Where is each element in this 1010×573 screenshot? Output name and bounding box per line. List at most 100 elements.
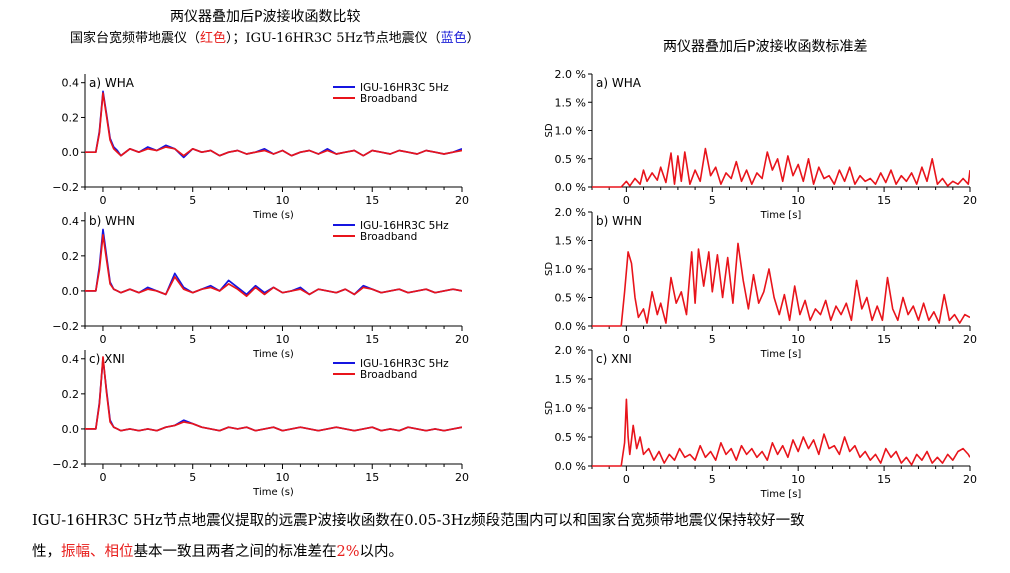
y-tick-label: 1.0 % [555,125,586,138]
y-tick-label: 0.0 % [555,181,586,194]
x-tick-label: 0 [99,471,106,484]
y-tick-label: 0.0 % [555,460,586,473]
left-subtitle-red-word: 红色 [200,31,227,46]
charts-canvas: −0.2 0.0 0.2 0.4 0 5 10 15 20 Time (s) a) WHA IGU-1… [52,68,977,500]
x-tick-label: 5 [709,473,716,486]
x-tick-label: 20 [455,194,469,207]
caption-line-2: 性，振幅、相位基本一致且两者之间的标准差在2%以内。 [32,540,403,561]
caption-highlight-percent: 2% [336,544,360,560]
x-tick-label: 5 [709,333,716,346]
y-axis-label: SD [544,401,555,415]
x-tick-label: 5 [189,194,196,207]
y-tick-label: −0.2 [52,181,79,194]
y-tick-label: −0.2 [52,458,79,471]
x-axis-label: Time (s) [252,487,294,498]
panel-label: a) WHA [89,76,135,90]
y-tick-label: 2.0 % [555,68,586,81]
legend-label: Broadband [360,231,417,243]
sd-series-line [592,147,970,188]
y-tick-label: 0.5 % [555,431,586,444]
x-tick-label: 10 [275,194,289,207]
legend-label: IGU-16HR3C 5Hz [360,220,449,232]
legend-label: Broadband [360,369,417,381]
left-title: 两仪器叠加后P波接收函数比较 [170,9,361,25]
x-tick-label: 10 [791,333,805,346]
x-tick-label: 0 [623,473,630,486]
broadband-series-line [85,92,462,157]
panel-label: c) XNI [89,352,125,366]
x-tick-label: 10 [275,471,289,484]
x-tick-label: 5 [189,471,196,484]
y-axis-label: SD [544,262,555,276]
right-title: 两仪器叠加后P波接收函数标准差 [663,39,868,55]
caption-line-2-middle: 基本一致且两者之间的标准差在 [133,544,337,560]
sd-series-line [592,398,970,467]
x-tick-label: 15 [365,471,379,484]
panel-label: a) WHA [596,76,642,90]
legend-label: Broadband [360,93,417,105]
x-axis-label: Time [s] [760,210,802,221]
x-tick-label: 20 [963,194,977,207]
caption-separator: 、 [90,544,105,560]
y-tick-label: 1.5 % [555,373,586,386]
y-tick-label: 2.0 % [555,344,586,357]
y-tick-label: 0.4 [62,353,80,366]
x-tick-label: 10 [275,333,289,346]
y-axis-label: SD [544,123,555,137]
x-tick-label: 15 [877,194,891,207]
x-tick-label: 5 [709,194,716,207]
y-tick-label: 0.5 % [555,153,586,166]
broadband-series-line [85,233,462,298]
y-tick-label: 0.0 [62,423,80,436]
y-tick-label: 0.0 [62,146,80,159]
y-tick-label: 1.0 % [555,402,586,415]
y-tick-label: 0.0 % [555,320,586,333]
x-axis-label: Time (s) [252,349,294,360]
broadband-series-line [85,356,462,432]
left-subtitle: 国家台宽频带地震仪（红色）；IGU-16HR3C 5Hz节点地震仪（蓝色） [70,27,480,46]
y-tick-label: 0.0 [62,285,80,298]
x-tick-label: 5 [189,333,196,346]
x-tick-label: 10 [791,194,805,207]
y-tick-label: −0.2 [52,320,79,333]
x-axis-label: Time [s] [760,349,802,360]
panel-label: b) WHN [89,214,135,228]
left-subtitle-middle: ）；IGU-16HR3C 5Hz节点地震仪（ [226,31,441,46]
x-tick-label: 20 [963,473,977,486]
panel-label: b) WHN [596,214,642,228]
left-subtitle-blue-word: 蓝色 [440,31,467,46]
y-tick-label: 0.2 [62,111,80,124]
y-tick-label: 1.5 % [555,96,586,109]
x-axis-label: Time (s) [252,210,294,221]
x-axis-label: Time [s] [760,489,802,500]
sd-series-line [592,242,970,327]
legend-label: IGU-16HR3C 5Hz [360,358,449,370]
x-tick-label: 15 [877,333,891,346]
y-tick-label: 2.0 % [555,206,586,219]
x-tick-label: 20 [455,471,469,484]
caption-line-2-suffix: 以内。 [359,544,404,560]
panel-label: c) XNI [596,352,632,366]
y-tick-label: 0.4 [62,77,80,90]
left-subtitle-prefix: 国家台宽频带地震仪（ [70,31,201,46]
y-tick-label: 0.2 [62,388,80,401]
caption-highlight-phase: 相位 [104,544,134,560]
left-subtitle-suffix: ） [466,31,480,46]
x-tick-label: 15 [365,194,379,207]
x-tick-label: 0 [623,194,630,207]
x-tick-label: 15 [877,473,891,486]
caption-line-2-prefix: 性， [32,544,61,560]
y-tick-label: 0.2 [62,250,80,263]
x-tick-label: 0 [99,194,106,207]
y-tick-label: 0.5 % [555,292,586,305]
x-tick-label: 20 [455,333,469,346]
x-tick-label: 15 [365,333,379,346]
x-tick-label: 0 [99,333,106,346]
x-tick-label: 10 [791,473,805,486]
x-tick-label: 20 [963,333,977,346]
y-tick-label: 0.4 [62,215,80,228]
legend-label: IGU-16HR3C 5Hz [360,82,449,94]
y-tick-label: 1.0 % [555,263,586,276]
y-tick-label: 1.5 % [555,235,586,248]
caption-line-1: IGU-16HR3C 5Hz节点地震仪提取的远震P波接收函数在0.05-3Hz频… [32,513,805,529]
